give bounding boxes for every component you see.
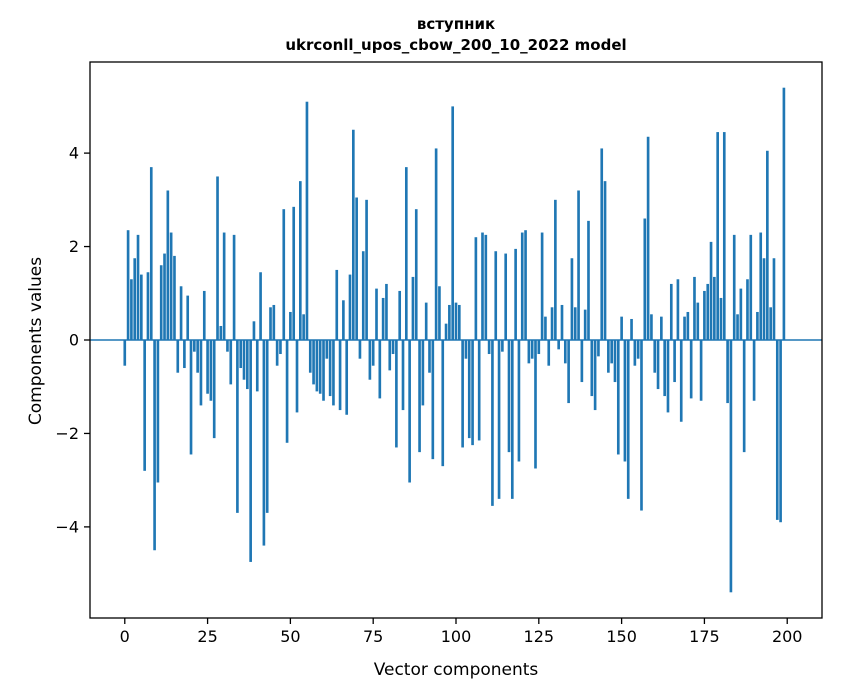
x-tick-label: 150	[606, 627, 637, 646]
y-tick-label: 0	[69, 331, 79, 350]
x-tick-label: 75	[363, 627, 383, 646]
x-tick-label: 175	[689, 627, 720, 646]
y-tick-label: −4	[55, 517, 79, 536]
y-tick-label: 2	[69, 237, 79, 256]
y-tick-label: 4	[69, 144, 79, 163]
x-tick-label: 25	[197, 627, 217, 646]
x-axis-label: Vector components	[373, 660, 539, 680]
x-tick-label: 50	[280, 627, 300, 646]
chart-title: вступник ukrconll_upos_cbow_200_10_2022 …	[90, 14, 822, 56]
x-tick-group: 0 25 50 75 100 125 150 175 200	[120, 618, 803, 646]
y-tick-group: −4 −2 0 2 4	[55, 144, 90, 536]
x-tick-label: 200	[772, 627, 803, 646]
x-tick-label: 125	[524, 627, 555, 646]
x-tick-label: 100	[441, 627, 472, 646]
x-tick-label: 0	[120, 627, 130, 646]
chart-title-model: ukrconll_upos_cbow_200_10_2022 model	[285, 36, 627, 54]
chart-title-word: вступник	[416, 15, 496, 33]
y-tick-label: −2	[55, 424, 79, 443]
bar-series	[123, 87, 786, 593]
